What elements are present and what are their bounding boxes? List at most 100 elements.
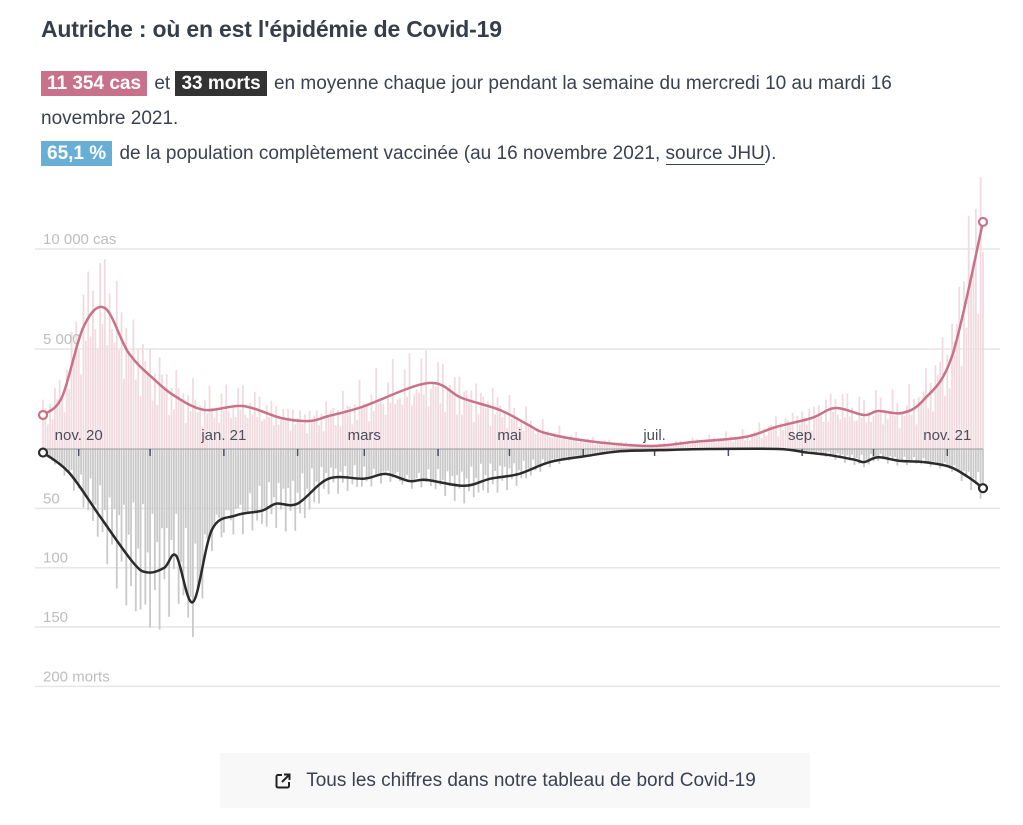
cases-bar: [468, 399, 470, 449]
cases-bar: [515, 418, 518, 449]
deaths-bar: [427, 449, 430, 470]
deaths-bar: [825, 449, 827, 457]
deaths-bar: [903, 449, 906, 457]
cases-bar: [922, 391, 925, 449]
deaths-bar: [822, 449, 825, 454]
deaths-bar: [387, 449, 389, 471]
cases-bar: [146, 370, 149, 449]
cases-bar: [470, 390, 473, 449]
deaths-bar: [515, 449, 518, 486]
cases-bar: [553, 432, 556, 449]
cases-bar: [679, 440, 682, 449]
cases-bar: [208, 385, 211, 449]
cases-bar: [508, 394, 511, 449]
dashboard-link[interactable]: Tous les chiffres dans notre tableau de …: [220, 753, 810, 808]
vaccination-text: de la population complètement vaccinée (…: [119, 143, 661, 164]
cases-bar: [325, 401, 328, 449]
deaths-bar: [58, 449, 61, 465]
deaths-bar: [115, 449, 118, 589]
deaths-bar: [303, 449, 306, 519]
cases-bar: [884, 411, 887, 449]
gridlines: [35, 248, 1000, 688]
deaths-bar: [89, 449, 92, 479]
deaths-bar: [320, 449, 323, 467]
deaths-bar: [170, 449, 173, 541]
cases-bar: [413, 395, 416, 449]
cases-bar: [722, 439, 725, 449]
cases-bar: [396, 399, 399, 449]
deaths-bar: [353, 449, 356, 466]
cases-axis-label: 10 000 cas: [43, 231, 116, 248]
deaths-bar: [615, 449, 618, 451]
deaths-bar: [817, 449, 820, 452]
deaths-bar: [142, 449, 144, 505]
cases-bar: [579, 439, 582, 449]
deaths-bar: [882, 449, 884, 460]
deaths-bar: [92, 449, 94, 521]
cases-bar: [153, 373, 156, 449]
cases-bar: [832, 411, 834, 449]
deaths-bar: [924, 449, 927, 463]
cases-bar: [622, 445, 625, 449]
cases-bar: [268, 416, 270, 449]
deaths-bar: [232, 449, 235, 535]
source-jhu-link[interactable]: source JHU: [665, 143, 765, 165]
cases-bar: [977, 314, 980, 449]
deaths-bar: [182, 449, 185, 596]
cases-bar: [841, 394, 844, 449]
cases-bar: [253, 391, 256, 449]
deaths-bar: [496, 449, 499, 493]
deaths-bar: [503, 449, 506, 467]
deaths-bar: [451, 449, 454, 477]
cases-bar: [77, 350, 80, 449]
cases-bar: [113, 342, 116, 449]
cases-bar: [741, 429, 744, 449]
deaths-bar: [568, 449, 570, 461]
cases-bar: [667, 444, 670, 449]
cases-bar: [796, 415, 799, 449]
cases-bar: [289, 430, 292, 449]
deaths-bar: [377, 449, 380, 474]
cases-bar: [73, 359, 75, 449]
deaths-bar: [341, 449, 344, 483]
x-axis: nov. 20 jan. 21 mars mai juil. sep. nov. 21: [43, 427, 983, 456]
cases-bar: [532, 429, 535, 449]
cases-bar: [953, 341, 956, 449]
cases-bar: [791, 412, 794, 449]
deaths-bar: [501, 449, 504, 481]
cases-bar: [808, 408, 811, 449]
deaths-bar: [456, 449, 458, 476]
deaths-bar: [463, 449, 466, 504]
cases-bar: [736, 436, 739, 449]
cases-bar: [632, 444, 635, 449]
deaths-bar: [565, 449, 568, 457]
cases-bar: [815, 418, 818, 449]
deaths-bar: [120, 449, 123, 562]
cases-bar: [546, 431, 549, 449]
summary-text: 11 354 cas et 33 morts en moyenne chaque…: [41, 66, 941, 171]
cases-bar: [106, 345, 109, 449]
deaths-bar: [437, 449, 439, 470]
cases-bar: [794, 434, 796, 449]
cases-bar: [758, 422, 761, 449]
cases-bar: [123, 378, 125, 449]
cases-bar: [882, 424, 884, 449]
cases-bar: [765, 435, 768, 449]
deaths-bar: [494, 449, 497, 471]
deaths-bar: [103, 449, 106, 510]
deaths-bar: [551, 449, 554, 460]
cases-bar: [172, 409, 175, 449]
cases-bar: [180, 401, 182, 449]
cases-bar: [144, 361, 147, 449]
deaths-bar: [156, 449, 159, 543]
cases-bar: [974, 208, 977, 449]
cases-bar: [710, 441, 713, 449]
cases-bar: [365, 406, 368, 449]
cases-bar: [311, 422, 313, 449]
cases-bar: [239, 409, 242, 449]
deaths-bar: [508, 449, 511, 469]
cases-bar: [513, 407, 516, 449]
cases-bar: [65, 370, 68, 449]
cases-bar: [156, 404, 159, 449]
chart-title: Autriche : où en est l'épidémie de Covid…: [41, 16, 502, 42]
